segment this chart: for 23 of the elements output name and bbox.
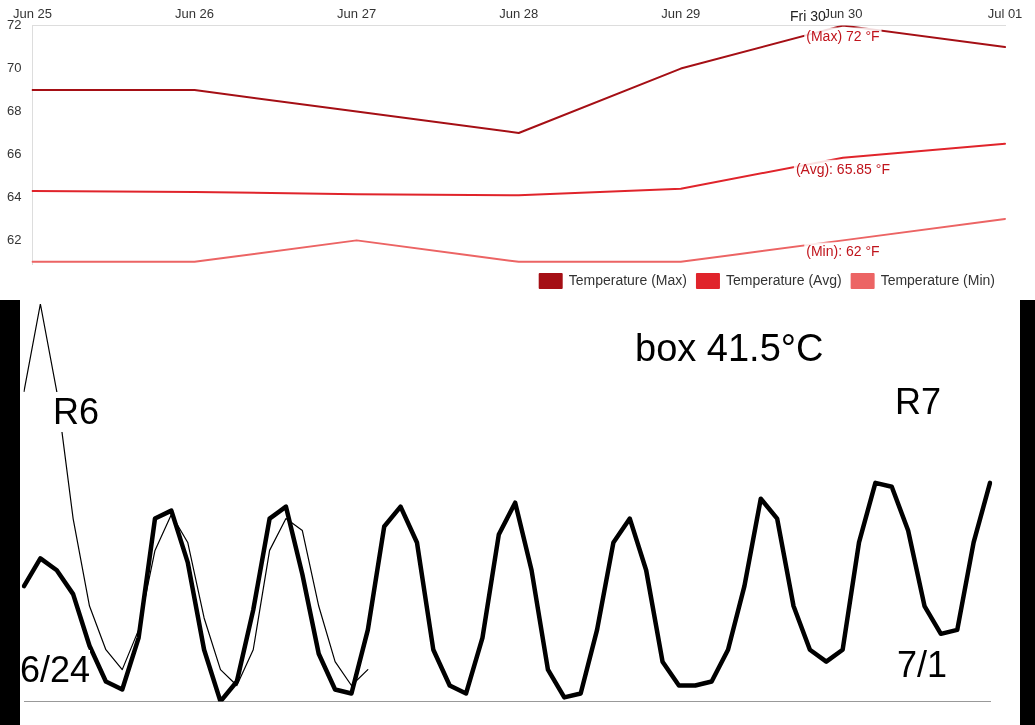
annotation: (Min): 62 °F	[806, 243, 880, 260]
y-tick-label: 68	[6, 103, 22, 119]
y-tick-label: 70	[6, 60, 22, 76]
y-tick-label: 62	[6, 231, 22, 247]
annotation: box 41.5°C	[635, 327, 824, 370]
annotation: 7/1	[897, 644, 948, 685]
y-tick-label: 66	[6, 146, 22, 162]
y-tick-label: 64	[6, 189, 22, 204]
x-tick-label: Jun 29	[661, 6, 701, 22]
annotation: R6	[53, 391, 100, 432]
annotation: R7	[895, 381, 942, 422]
text: Fri 30	[790, 8, 826, 24]
legend-label: Temperature (Max)	[568, 271, 687, 288]
x-tick-label: Jun 27	[337, 6, 377, 22]
annotation: 6/24	[20, 649, 91, 690]
legend-label: Temperature (Min)	[880, 271, 996, 288]
annotation: (Max) 72 °F	[806, 28, 880, 45]
legend-label: Temperature (Avg)	[725, 271, 842, 288]
x-tick-label: Jun 28	[499, 6, 539, 22]
y-tick-label: 72	[6, 17, 22, 33]
x-tick-label: Jul 01	[987, 6, 1023, 22]
x-tick-label: Jun 26	[175, 6, 215, 22]
annotation: (Avg): 65.85 °F	[795, 160, 890, 177]
